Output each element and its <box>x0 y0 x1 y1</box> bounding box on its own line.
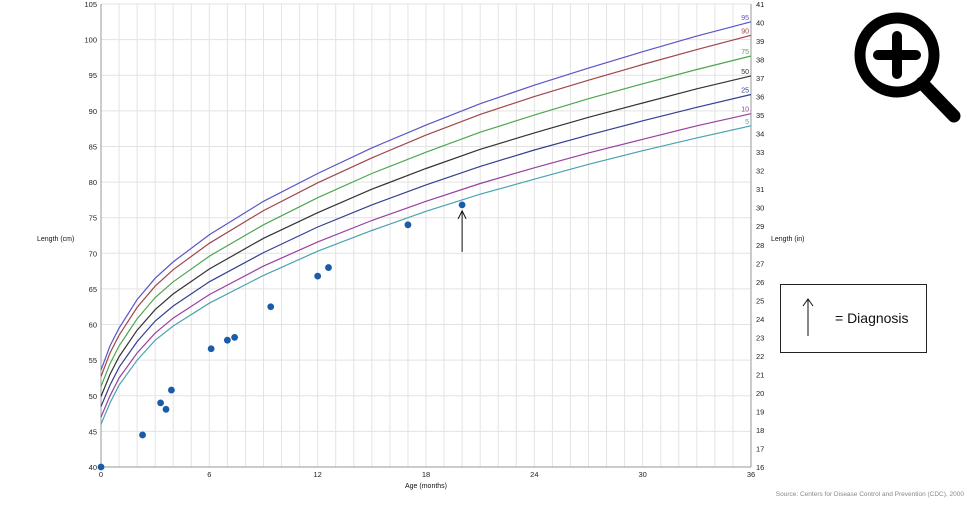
y-tick-label: 40 <box>89 463 97 472</box>
percentile-line-50 <box>100 75 752 397</box>
up-arrow-icon <box>802 298 814 336</box>
y-tick-label-right: 29 <box>756 222 764 231</box>
data-point <box>168 386 175 394</box>
y-tick-label: 95 <box>89 71 97 80</box>
y-tick-label-right: 38 <box>756 56 764 65</box>
percentile-label: 90 <box>741 28 749 35</box>
chart-grid <box>100 3 752 468</box>
percentile-label: 25 <box>741 87 749 94</box>
data-point <box>162 405 170 413</box>
diagnosis-legend: = Diagnosis <box>780 284 927 353</box>
chart-axes <box>100 4 752 468</box>
percentile-lines <box>100 21 752 425</box>
percentile-labels: 95 90 75 50 25 10 5 <box>741 15 749 126</box>
y-tick-label-right: 26 <box>756 278 764 287</box>
y-tick-label-right: 41 <box>756 0 764 9</box>
diagnosis-arrow-head <box>457 209 467 220</box>
data-point <box>458 201 466 209</box>
y-tick-label-right: 31 <box>756 185 764 194</box>
diagnosis-arrow <box>457 209 467 252</box>
legend-label: = Diagnosis <box>835 310 909 326</box>
x-tick-label: 24 <box>530 470 538 479</box>
percentile-label: 75 <box>741 49 749 56</box>
percentile-label: 10 <box>741 107 749 114</box>
data-point <box>139 431 146 439</box>
percentile-label: 95 <box>741 15 749 22</box>
y-tick-label-right: 34 <box>756 130 764 139</box>
y-tick-label: 75 <box>89 214 97 223</box>
y-tick-label-right: 16 <box>756 463 764 472</box>
y-tick-label: 85 <box>89 142 97 151</box>
zoom-in-icon <box>854 12 961 123</box>
y-tick-label-right: 40 <box>756 19 764 28</box>
percentile-label: 50 <box>741 69 749 76</box>
y-tick-label-right: 19 <box>756 407 764 416</box>
y-tick-label: 50 <box>89 392 97 401</box>
data-point <box>267 303 275 311</box>
y-tick-label-right: 35 <box>756 111 764 120</box>
x-tick-label: 36 <box>747 470 755 479</box>
y-tick-label-right: 24 <box>756 315 764 324</box>
x-tick-label: 18 <box>422 470 430 479</box>
y-axis-label-left: Length (cm) <box>37 236 74 243</box>
percentile-line-95 <box>100 21 752 371</box>
zoom-in-button[interactable] <box>846 6 964 126</box>
y-tick-label: 60 <box>89 321 97 330</box>
y-tick-label: 80 <box>89 178 97 187</box>
y-tick-label: 45 <box>89 427 97 436</box>
y-tick-label-right: 17 <box>756 444 764 453</box>
data-point <box>325 264 332 271</box>
y-tick-label-right: 23 <box>756 333 764 342</box>
y-tick-label-right: 22 <box>756 352 764 361</box>
y-tick-label: 55 <box>89 356 97 365</box>
percentile-line-5 <box>100 125 752 425</box>
y-tick-label-right: 33 <box>756 148 764 157</box>
percentile-label: 5 <box>745 119 749 126</box>
y-tick-label-right: 21 <box>756 370 764 379</box>
y-tick-label: 65 <box>89 285 97 294</box>
measurement-points <box>97 201 466 471</box>
y-tick-label-right: 36 <box>756 93 764 102</box>
y-tick-label-right: 20 <box>756 389 764 398</box>
source-note: Source: Centers for Disease Control and … <box>776 491 965 498</box>
data-point <box>223 336 231 344</box>
y-tick-label-right: 37 <box>756 74 764 83</box>
y-axis-label-right: Length (in) <box>771 236 804 243</box>
percentile-line-25 <box>100 93 752 407</box>
y-tick-label-right: 39 <box>756 37 764 46</box>
percentile-line-75 <box>100 55 752 387</box>
y-tick-label: 105 <box>84 0 97 9</box>
y-tick-label-right: 27 <box>756 259 764 268</box>
y-tick-label-right: 18 <box>756 426 764 435</box>
data-point <box>231 333 239 341</box>
x-axis-label: Age (months) <box>405 483 447 490</box>
data-point <box>97 463 105 471</box>
x-tick-label: 30 <box>638 470 646 479</box>
y-tick-label: 70 <box>89 249 97 258</box>
data-point <box>314 272 322 280</box>
data-point <box>207 345 215 353</box>
y-tick-label-right: 25 <box>756 296 764 305</box>
x-tick-label: 6 <box>207 470 211 479</box>
x-tick-label: 0 <box>99 470 103 479</box>
data-point <box>157 399 164 407</box>
x-tick-label: 12 <box>313 470 321 479</box>
y-tick-label-right: 28 <box>756 241 764 250</box>
y-tick-label: 100 <box>84 36 97 45</box>
data-point <box>404 221 412 229</box>
percentile-line-90 <box>100 34 752 377</box>
chart-ticks: 0 6 12 18 24 30 36 40 45 50 55 60 65 70 75 80 85 90 95 100 1… <box>84 0 764 479</box>
y-tick-label-right: 30 <box>756 204 764 213</box>
y-tick-label: 90 <box>89 107 97 116</box>
percentile-line-10 <box>100 113 752 418</box>
y-tick-label-right: 32 <box>756 167 764 176</box>
